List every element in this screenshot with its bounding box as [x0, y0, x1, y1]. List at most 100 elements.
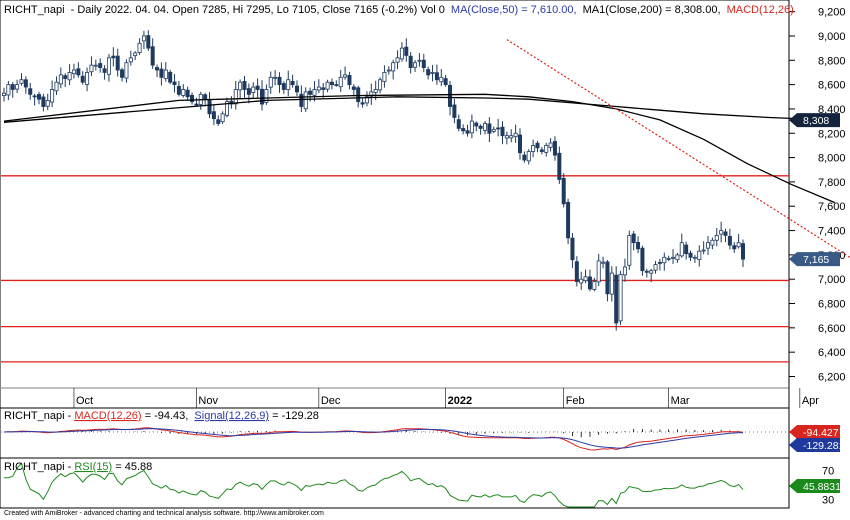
support-lines: [1, 175, 789, 363]
rsi-tag: [789, 479, 840, 493]
y-tick-label: 8,200: [818, 128, 846, 140]
rsi-y-tick-label: 30: [822, 495, 834, 507]
footer-credit: Created with AmiBroker - advanced charti…: [4, 510, 324, 517]
candle-body: [421, 59, 426, 68]
y-tick-label: 6,400: [818, 347, 846, 359]
y-tick-label: 7,000: [818, 274, 846, 286]
rsi-series: 70 30: [4, 462, 834, 508]
trendline: [506, 39, 850, 259]
candle-body: [106, 57, 111, 75]
candle-body: [93, 64, 98, 67]
candle-body: [478, 125, 483, 129]
candle-body: [141, 35, 146, 42]
candle-body: [15, 84, 20, 90]
y-tick-label: 9,000: [818, 31, 846, 43]
candle-body: [692, 256, 697, 259]
candle-body: [299, 93, 304, 107]
rsi-label: RSI(15): [74, 461, 112, 473]
signal-tag-text: -129.281: [803, 440, 845, 452]
x-tick-label: Nov: [198, 395, 218, 407]
candle-body: [23, 79, 28, 88]
candle-body: [176, 85, 181, 95]
candle-body: [146, 35, 151, 49]
candle-body: [50, 89, 55, 103]
x-tick-label: Mar: [671, 395, 690, 407]
candle-body: [10, 84, 15, 90]
candle-body: [238, 81, 243, 91]
candle-body: [155, 67, 160, 71]
y-tick-label: 8,400: [818, 104, 846, 116]
candle-body: [80, 75, 85, 83]
candle-body: [111, 55, 116, 59]
candle-body: [636, 241, 641, 250]
candle-body: [207, 99, 212, 115]
candle-body: [404, 46, 409, 56]
y-tick-label: 8,000: [818, 153, 846, 165]
candle-body: [369, 91, 374, 97]
macd-series: 0: [1, 427, 829, 451]
candle-body: [666, 258, 671, 260]
candle-body: [2, 92, 7, 96]
candle-body: [675, 254, 680, 261]
candle-body: [303, 91, 308, 110]
candle-body: [500, 126, 505, 137]
candle-body: [220, 113, 225, 123]
candle-body: [706, 242, 711, 249]
candle-body: [242, 80, 247, 90]
candle-body: [579, 278, 584, 284]
candle-body: [89, 64, 94, 73]
candle-body: [461, 128, 466, 132]
candle-body: [517, 134, 522, 154]
candle-body: [544, 145, 549, 153]
macd-tag-text: -94.427: [803, 427, 839, 439]
candle-body: [36, 94, 41, 100]
candle-body: [6, 84, 11, 96]
candle-body: [338, 76, 343, 88]
candle-body: [426, 69, 431, 76]
candle-body: [587, 276, 592, 290]
price-tag: [789, 252, 840, 267]
candle-body: [76, 68, 81, 76]
candle-body: [561, 177, 566, 205]
header-description: - Daily 2022. 04. 04. Open 7285, Hi 7295…: [71, 4, 445, 16]
candle-body: [19, 79, 24, 84]
candle-body: [504, 135, 509, 139]
candle-body: [614, 274, 619, 324]
candle-body: [548, 142, 553, 148]
price-header: RICHT_napi - Daily 2022. 04. 04. Open 72…: [4, 4, 794, 16]
candle-body: [592, 281, 597, 290]
candle-body: [448, 84, 453, 107]
candle-body: [347, 74, 352, 86]
candle-body: [408, 55, 413, 68]
value-tags: 8,308 7,165 -94.427-129.281 45.8831: [789, 113, 845, 493]
candle-body: [325, 81, 330, 90]
candle-body: [290, 81, 295, 86]
candle-body: [185, 89, 190, 98]
candle-body: [671, 256, 676, 259]
y-tick-label: 9,200: [818, 7, 846, 19]
candle-body: [552, 141, 557, 156]
header-ma50: MA(Close,50) = 7,610.00,: [451, 4, 577, 16]
candle-body: [225, 101, 230, 116]
candle-body: [115, 55, 120, 71]
candle-body: [469, 120, 474, 134]
candle-body: [570, 237, 575, 261]
candle-body: [172, 81, 177, 86]
candle-body: [465, 130, 470, 134]
candle-body: [723, 231, 728, 236]
candle-body: [251, 86, 256, 93]
candle-body: [627, 235, 632, 266]
candle-body: [281, 83, 286, 90]
candle-body: [557, 152, 562, 180]
y-tick-label: 7,400: [818, 226, 846, 238]
rsi-y-tick-label: 70: [822, 465, 834, 477]
ma200-tag-text: 8,308: [803, 115, 829, 127]
candle-body: [679, 242, 684, 257]
candle-body: [605, 261, 610, 295]
candle-body: [124, 62, 129, 79]
candle-body: [631, 233, 636, 244]
candle-body: [277, 76, 282, 86]
candle-body: [273, 76, 278, 79]
x-axis: Oct Nov Dec 2022 Feb Mar Apr: [1, 387, 819, 408]
candle-body: [211, 111, 216, 120]
